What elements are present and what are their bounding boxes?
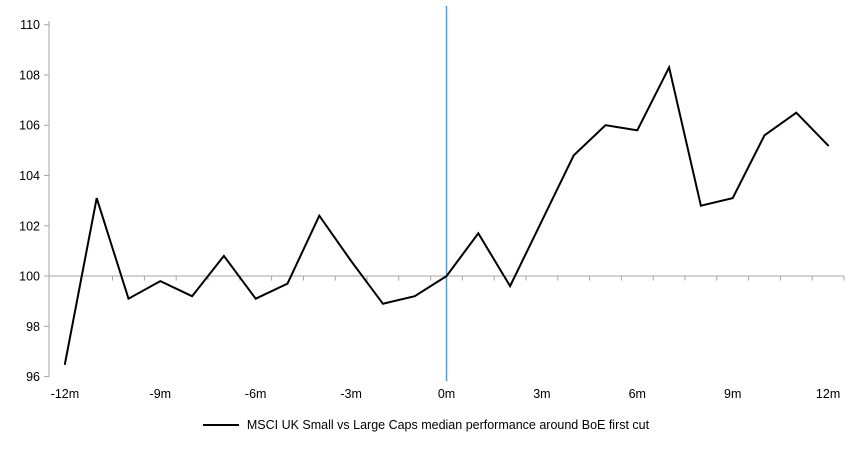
legend-label: MSCI UK Small vs Large Caps median perfo… (246, 418, 650, 432)
x-axis-label: 9m (724, 387, 741, 401)
x-axis-label: -6m (245, 387, 267, 401)
y-axis-label: 100 (19, 270, 40, 284)
y-axis-label: 110 (20, 18, 40, 32)
x-axis-label: -12m (51, 387, 79, 401)
x-axis-label: 12m (816, 387, 840, 401)
y-axis-label: 102 (19, 219, 40, 233)
chart-legend: MSCI UK Small vs Large Caps median perfo… (0, 418, 852, 432)
x-axis-label: -3m (340, 387, 362, 401)
y-axis-label: 96 (26, 370, 40, 384)
x-axis-label: 0m (438, 387, 455, 401)
y-axis-label: 104 (19, 169, 40, 183)
y-axis-label: 106 (19, 119, 40, 133)
y-axis-label: 98 (26, 320, 40, 334)
x-axis-label: 6m (629, 387, 646, 401)
legend-line-swatch (202, 424, 239, 426)
y-axis-label: 108 (19, 68, 40, 82)
x-axis-label: 3m (533, 387, 550, 401)
series-line (63, 64, 830, 365)
x-axis-label: -9m (150, 387, 172, 401)
